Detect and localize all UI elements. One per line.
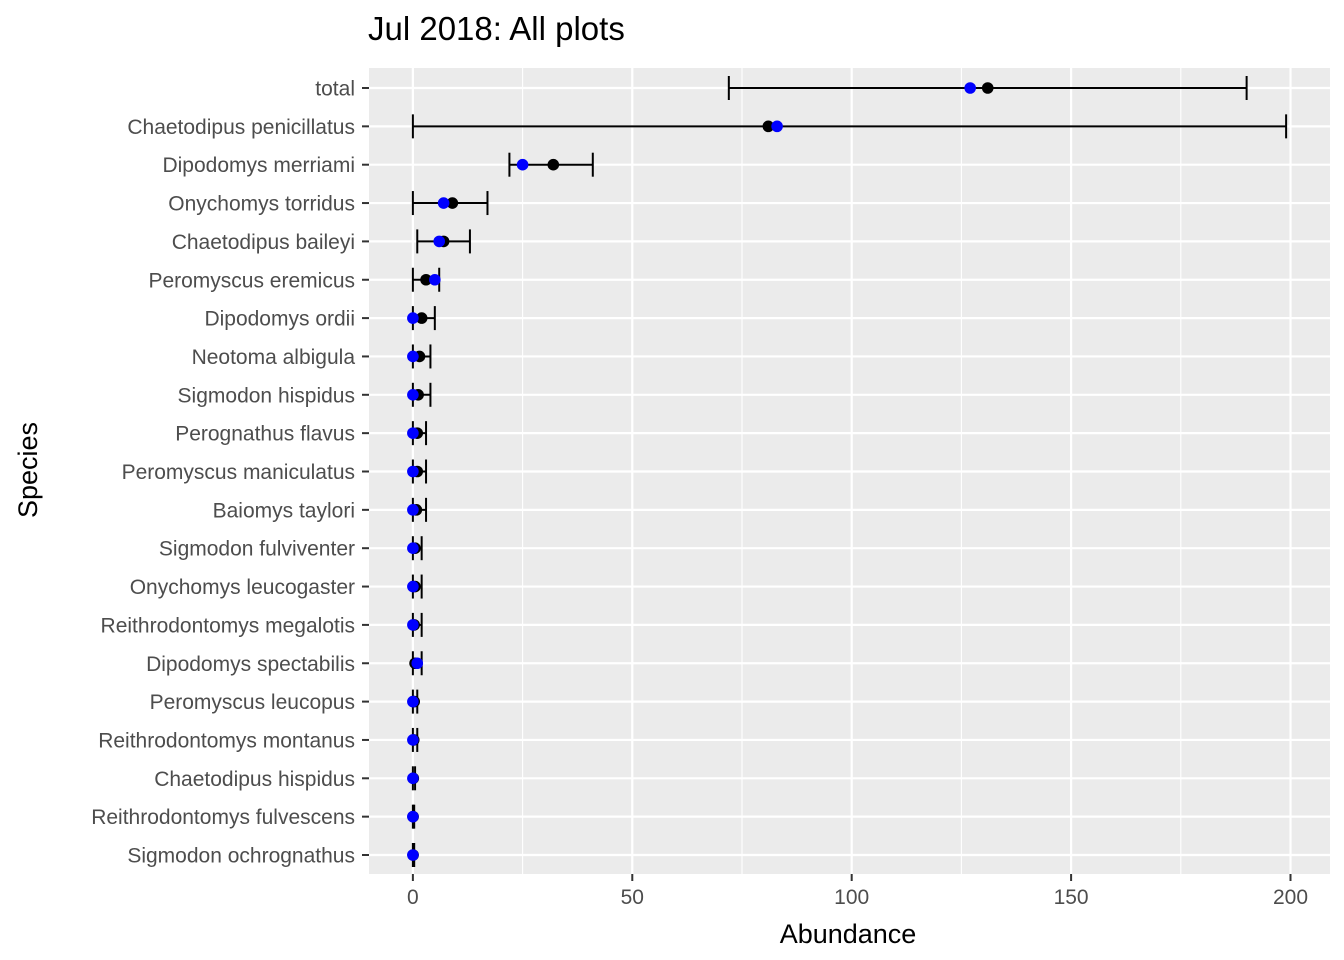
y-tick-label: Dipodomys spectabilis — [146, 653, 355, 676]
observed-point — [411, 657, 424, 670]
observed-point — [407, 465, 419, 478]
y-tick-label: Onychomys leucogaster — [130, 576, 355, 599]
y-tick-label: Reithrodontomys megalotis — [101, 614, 355, 637]
predicted-point — [420, 273, 432, 286]
observed-point — [407, 350, 419, 363]
y-tick-label: Chaetodipus baileyi — [172, 231, 355, 254]
observed-point — [771, 120, 783, 133]
observed-point — [407, 734, 419, 746]
y-tick-label: Sigmodon fulviventer — [159, 538, 355, 561]
observed-point — [516, 158, 529, 171]
observed-point — [433, 235, 446, 248]
observed-point — [407, 580, 419, 593]
observed-point — [407, 619, 419, 631]
y-tick-label: Perognathus flavus — [175, 423, 355, 446]
observed-point — [437, 197, 450, 209]
observed-point — [407, 427, 419, 439]
x-tick-label: 150 — [1054, 886, 1089, 909]
observed-point — [407, 312, 419, 324]
y-tick-label: Peromyscus eremicus — [148, 269, 355, 292]
y-tick-label: Dipodomys ordii — [204, 308, 355, 331]
predicted-point — [762, 120, 775, 133]
predicted-point — [446, 197, 459, 209]
predicted-point — [547, 158, 560, 171]
observed-point — [407, 695, 419, 708]
x-tick-label: 100 — [834, 886, 869, 909]
y-tick-label: Chaetodipus hispidus — [154, 768, 355, 791]
y-tick-label: Sigmodon ochrognathus — [127, 845, 355, 868]
observed-point — [407, 389, 419, 401]
predicted-point — [981, 82, 994, 94]
y-tick-label: Peromyscus maniculatus — [122, 461, 355, 484]
x-axis: 0 50 100 150 200 — [407, 874, 1308, 909]
y-tick-label: Chaetodipus penicillatus — [127, 116, 355, 139]
observed-point — [407, 849, 419, 861]
x-tick-label: 200 — [1273, 886, 1308, 909]
y-tick-label: Baiomys taylori — [213, 499, 355, 522]
observed-point — [407, 810, 419, 823]
x-tick-label: 50 — [621, 886, 644, 909]
observed-point — [407, 504, 419, 516]
observed-points — [407, 82, 976, 861]
observed-point — [407, 542, 419, 554]
chart-title: Jul 2018: All plots — [368, 10, 625, 47]
y-tick-label: Reithrodontomys montanus — [98, 729, 355, 752]
y-tick-label: Reithrodontomys fulvescens — [91, 806, 355, 829]
y-tick-label: Sigmodon hispidus — [178, 384, 355, 407]
y-tick-label: total — [315, 78, 355, 101]
y-tick-label: Onychomys torridus — [168, 193, 355, 216]
observed-point — [964, 82, 976, 94]
error-bar — [411, 114, 1288, 139]
x-axis-title: Abundance — [780, 919, 917, 949]
y-axis: total Chaetodipus penicillatus Dipodomys m… — [91, 78, 369, 868]
x-tick-label: 0 — [407, 886, 419, 909]
observed-point — [429, 273, 441, 286]
y-tick-label: Neotoma albigula — [192, 346, 356, 369]
y-tick-label: Peromyscus leucopus — [150, 691, 355, 714]
predicted-point — [415, 312, 428, 324]
y-tick-label: Dipodomys merriami — [162, 154, 355, 177]
y-axis-title: Species — [13, 422, 43, 518]
observed-point — [407, 772, 419, 785]
